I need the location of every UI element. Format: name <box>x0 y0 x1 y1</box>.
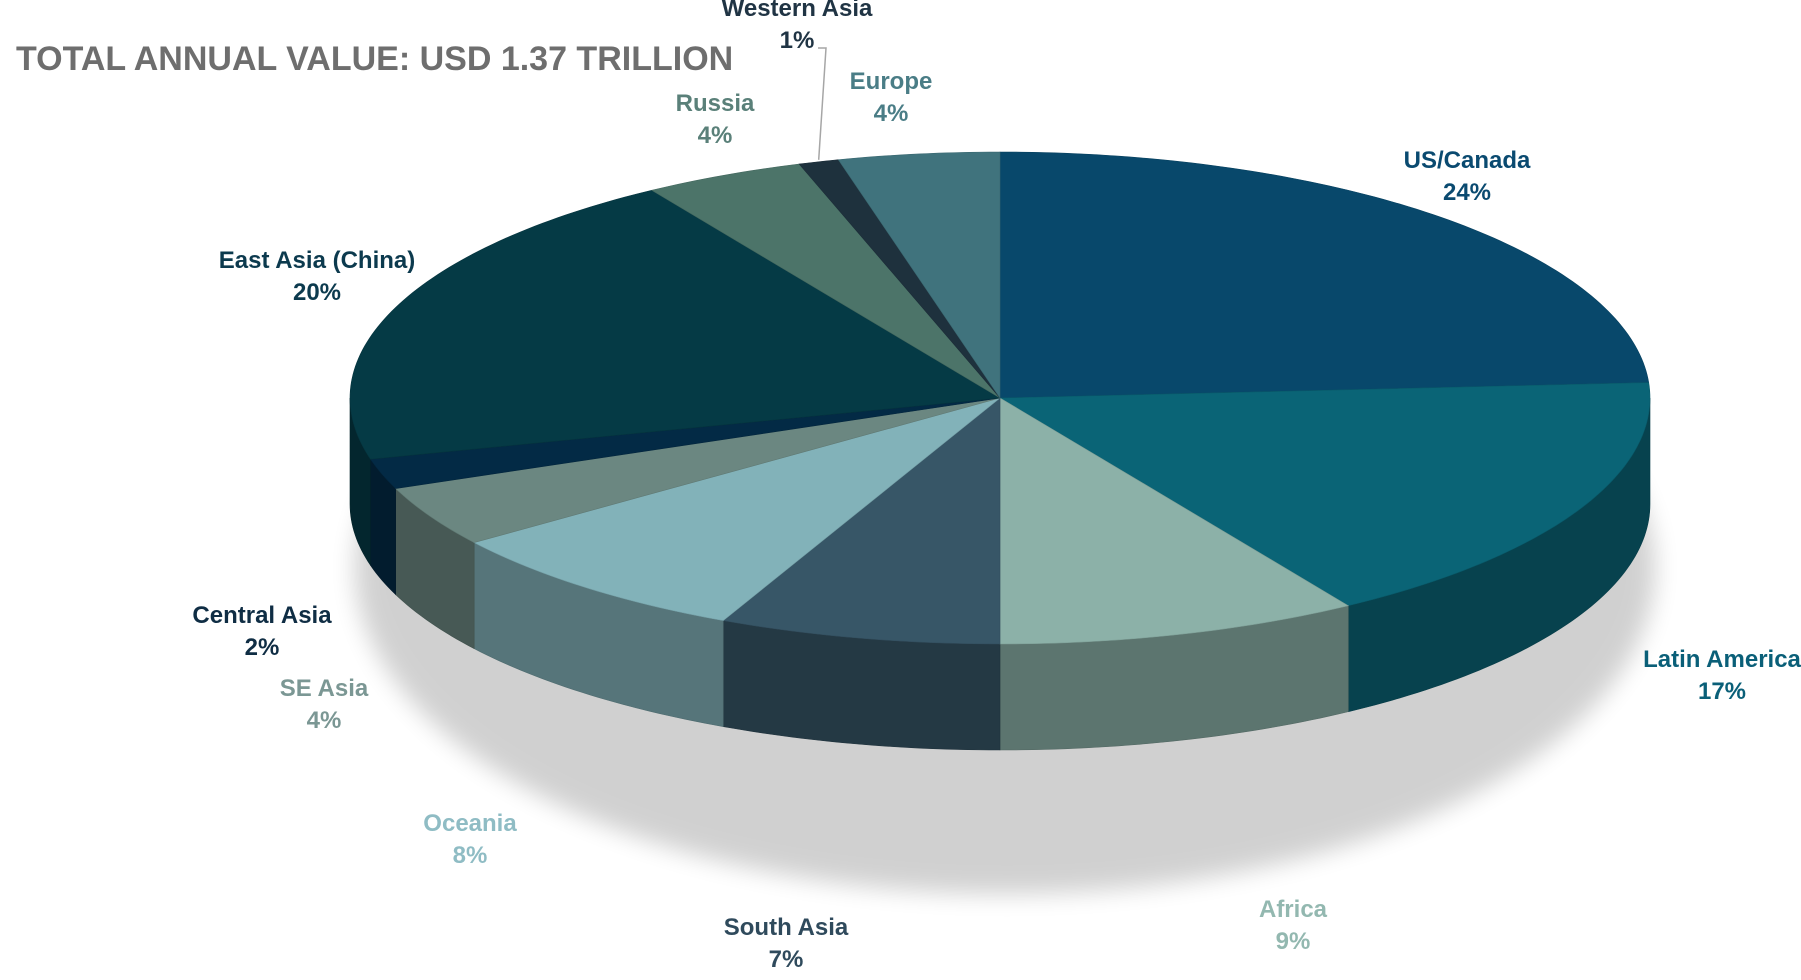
slice-label-central-asia: Central Asia <box>192 602 332 629</box>
pie-slice-south-asia <box>722 397 1001 645</box>
slice-value-us-canada: 24% <box>1443 179 1491 206</box>
slice-label-russia: Russia <box>676 90 755 117</box>
pie-slice-central-asia <box>369 397 1001 489</box>
pie-slice-us-canada <box>999 151 1650 399</box>
slice-value-east-asia-china: 20% <box>293 279 341 306</box>
slice-label-oceania: Oceania <box>423 810 517 837</box>
slice-value-africa: 9% <box>1276 928 1311 955</box>
pie-tops <box>349 151 1651 645</box>
slice-value-western-asia: 1% <box>780 27 815 54</box>
leader-line-western-asia <box>817 47 827 160</box>
slice-value-latin-america: 17% <box>1698 678 1746 705</box>
pie-slice-russia <box>650 163 1001 399</box>
slice-label-latin-america: Latin America <box>1643 646 1801 673</box>
slice-label-se-asia: SE Asia <box>280 675 369 702</box>
pie-slice-western-asia <box>798 159 1001 399</box>
slice-label-us-canada: US/Canada <box>1404 147 1531 174</box>
pie-slice-africa <box>999 397 1350 645</box>
slice-value-south-asia: 7% <box>769 946 804 973</box>
slice-label-east-asia-china: East Asia (China) <box>219 247 416 274</box>
chart-title: TOTAL ANNUAL VALUE: USD 1.37 TRILLION <box>16 40 733 78</box>
pie-slice-oceania <box>473 397 1001 621</box>
slice-label-africa: Africa <box>1259 896 1328 923</box>
slice-value-oceania: 8% <box>453 842 488 869</box>
slice-value-russia: 4% <box>698 122 733 149</box>
slice-label-europe: Europe <box>850 68 933 95</box>
pie-sides <box>349 397 1651 751</box>
slice-value-europe: 4% <box>874 100 909 127</box>
slice-value-se-asia: 4% <box>307 707 342 734</box>
slice-label-south-asia: South Asia <box>724 914 849 941</box>
pie-slice-se-asia <box>394 397 1001 543</box>
pie-slice-europe <box>837 151 1001 399</box>
pie-slice-latin-america <box>998 382 1651 607</box>
pie-slice-east-asia-china <box>349 189 1001 460</box>
pie-labels: US/Canada 24% Latin America 17% Africa 9% Sout… <box>192 0 1801 973</box>
slice-label-western-asia: Western Asia <box>722 0 873 22</box>
slice-value-central-asia: 2% <box>245 634 280 661</box>
